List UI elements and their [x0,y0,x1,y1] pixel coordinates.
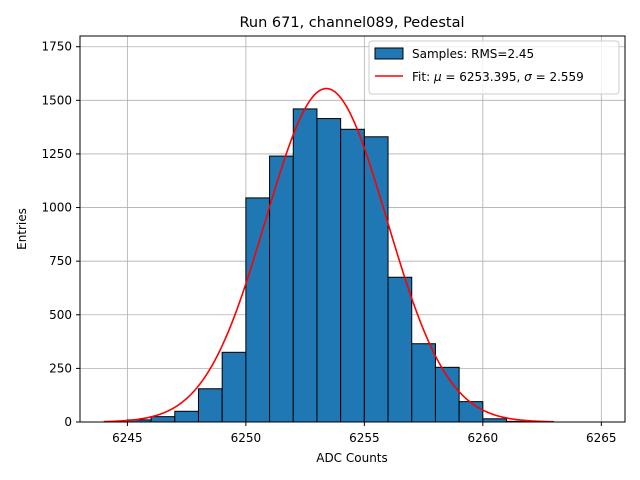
x-tick-label: 6265 [586,431,617,445]
histogram-bar [316,118,342,423]
y-tick-label: 1500 [41,93,72,107]
chart-title: Run 671, channel089, Pedestal [239,15,464,31]
ticks: 6245 6250 6255 6260 6265 0 250 500 750 1000 1250 15… [41,40,616,445]
legend-fit-sigma-value: = 2.559 [532,70,584,84]
histogram-bar [340,128,365,423]
y-axis-label: Entries [15,208,29,250]
y-tick-label: 1750 [41,40,72,54]
histogram-bar [174,410,199,423]
x-tick-label: 6245 [112,431,143,445]
histogram-bar [387,276,413,423]
y-tick-label: 1250 [41,147,72,161]
legend-fit-prefix: Fit: [412,70,434,84]
legend-fit-mu-value: = 6253.395, [442,70,525,84]
legend-label-fit: Fit: μ = 6253.395, σ = 2.559 [412,70,584,84]
fit-curve [103,87,554,423]
histogram-bar [458,401,484,423]
legend-fit-mu-symbol: μ [433,70,442,84]
x-axis-label: ADC Counts [316,451,388,465]
legend-swatch-samples [374,47,404,60]
fit-curve-group [103,87,554,423]
histogram-bar [363,136,389,423]
histogram-bars [126,108,531,423]
y-tick-label: 500 [49,308,72,322]
legend-frame [368,40,620,95]
x-tick-label: 6250 [231,431,262,445]
legend-label-samples: Samples: RMS=2.45 [412,47,534,61]
y-tick-label: 0 [64,415,72,429]
legend: Samples: RMS=2.45 Fit: μ = 6253.395, σ =… [368,40,620,95]
histogram-bar [411,343,436,423]
histogram-bar [197,388,223,423]
histogram-bar [245,197,271,423]
plot-frame [79,35,626,423]
y-tick-label: 750 [49,254,72,268]
x-tick-label: 6255 [349,431,380,445]
histogram-bar [221,351,247,423]
legend-fit-sigma-symbol: σ [524,70,532,84]
histogram-bar [150,416,176,423]
y-tick-label: 250 [49,361,72,375]
y-tick-label: 1000 [41,201,72,215]
axes [79,35,626,423]
x-tick-label: 6260 [468,431,499,445]
histogram-bar [292,108,318,423]
